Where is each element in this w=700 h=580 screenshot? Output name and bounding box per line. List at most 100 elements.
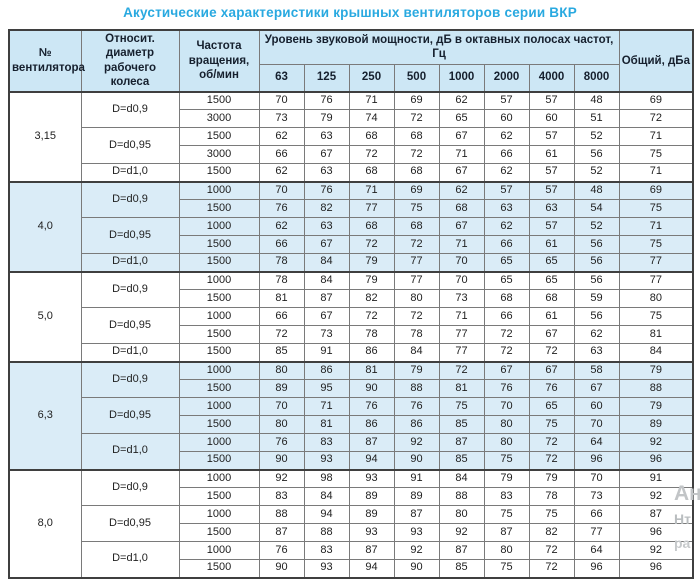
level-cell: 94: [303, 505, 350, 524]
diameter-cell: D=d0,95: [80, 307, 180, 344]
rpm-cell: 1500: [178, 163, 260, 182]
level-cell: 61: [528, 307, 575, 326]
level-cell: 71: [348, 180, 395, 200]
rpm-cell: 1500: [178, 289, 260, 308]
level-cell: 74: [348, 109, 395, 128]
level-cell: 76: [528, 379, 575, 398]
level-cell: 62: [573, 325, 620, 344]
level-cell: 60: [483, 109, 530, 128]
fan-number-cell: 5,0: [8, 270, 82, 362]
rpm-cell: 1000: [178, 541, 260, 560]
total-cell: 71: [618, 163, 694, 182]
total-cell: 92: [618, 487, 694, 506]
level-cell: 92: [393, 541, 440, 560]
level-cell: 95: [303, 379, 350, 398]
level-cell: 59: [573, 289, 620, 308]
level-cell: 71: [348, 90, 395, 110]
level-cell: 77: [438, 325, 485, 344]
rpm-cell: 3000: [178, 145, 260, 164]
rpm-cell: 1000: [178, 433, 260, 452]
level-cell: 78: [348, 325, 395, 344]
level-cell: 77: [573, 523, 620, 542]
level-cell: 89: [348, 487, 395, 506]
level-cell: 57: [528, 163, 575, 182]
total-cell: 77: [618, 253, 694, 272]
level-cell: 80: [438, 505, 485, 524]
level-cell: 62: [258, 163, 305, 182]
rpm-cell: 1500: [178, 523, 260, 542]
level-cell: 56: [573, 270, 620, 290]
level-cell: 85: [438, 415, 485, 434]
level-cell: 67: [483, 360, 530, 380]
rpm-cell: 3000: [178, 109, 260, 128]
level-cell: 65: [528, 270, 575, 290]
total-cell: 71: [618, 217, 694, 236]
level-cell: 52: [573, 127, 620, 146]
level-cell: 72: [348, 145, 395, 164]
level-cell: 69: [393, 180, 440, 200]
level-cell: 76: [483, 379, 530, 398]
level-cell: 68: [438, 199, 485, 218]
level-cell: 72: [348, 307, 395, 326]
table-row: 1500 80 81 86 86 85 80 75 70 89: [9, 415, 694, 434]
level-cell: 78: [258, 253, 305, 272]
level-cell: 83: [303, 541, 350, 560]
level-cell: 77: [438, 343, 485, 362]
table-row: 3,15 D=d0,9 1500 70 76 71 69 62 57 57 48 69: [8, 90, 694, 182]
level-cell: 71: [438, 307, 485, 326]
rpm-cell: 1000: [178, 217, 260, 236]
level-cell: 67: [438, 127, 485, 146]
level-cell: 72: [528, 451, 575, 470]
header-sound-power: Уровень звуковой мощности, дБ в октавных…: [258, 29, 620, 65]
level-cell: 56: [573, 235, 620, 254]
header-freq-500: 500: [393, 63, 440, 93]
level-cell: 72: [528, 541, 575, 560]
level-cell: 57: [528, 217, 575, 236]
level-cell: 72: [393, 145, 440, 164]
level-cell: 66: [258, 235, 305, 254]
level-cell: 92: [393, 433, 440, 452]
diameter-cell: D=d0,95: [80, 127, 180, 164]
level-cell: 85: [438, 451, 485, 470]
diameter-cell: D=d1,0: [80, 541, 180, 578]
rpm-cell: 1000: [178, 307, 260, 326]
rpm-cell: 1000: [178, 468, 260, 488]
level-cell: 51: [573, 109, 620, 128]
level-cell: 93: [348, 468, 395, 488]
level-cell: 66: [483, 235, 530, 254]
level-cell: 62: [438, 90, 485, 110]
level-cell: 72: [483, 343, 530, 362]
level-cell: 67: [528, 360, 575, 380]
level-cell: 89: [348, 505, 395, 524]
level-cell: 56: [573, 253, 620, 272]
table-row: 3000 73 79 74 72 65 60 60 51 72: [9, 109, 694, 128]
level-cell: 72: [528, 433, 575, 452]
level-cell: 84: [303, 253, 350, 272]
level-cell: 79: [483, 468, 530, 488]
level-cell: 67: [438, 217, 485, 236]
level-cell: 82: [348, 289, 395, 308]
level-cell: 66: [483, 145, 530, 164]
level-cell: 68: [393, 217, 440, 236]
level-cell: 69: [393, 90, 440, 110]
level-cell: 66: [483, 307, 530, 326]
table-row: 3000 66 67 72 72 71 66 61 56 75: [9, 145, 694, 164]
fan-number-cell: 6,3: [8, 360, 82, 470]
level-cell: 73: [438, 289, 485, 308]
level-cell: 70: [483, 397, 530, 416]
table-row: D=d0,95 1000 88 94 89 87 80 75 75 66 87: [9, 505, 694, 542]
level-cell: 70: [438, 270, 485, 290]
rpm-cell: 1500: [178, 415, 260, 434]
level-cell: 57: [483, 180, 530, 200]
level-cell: 60: [573, 397, 620, 416]
level-cell: 76: [393, 397, 440, 416]
total-cell: 84: [618, 343, 694, 362]
total-cell: 71: [618, 127, 694, 146]
total-cell: 96: [618, 523, 694, 542]
level-cell: 67: [438, 163, 485, 182]
diameter-cell: D=d1,0: [80, 433, 180, 470]
level-cell: 68: [348, 127, 395, 146]
table-row: D=d0,95 1000 70 71 76 76 75 70 65 60 79: [9, 397, 694, 434]
level-cell: 57: [528, 127, 575, 146]
level-cell: 67: [303, 145, 350, 164]
